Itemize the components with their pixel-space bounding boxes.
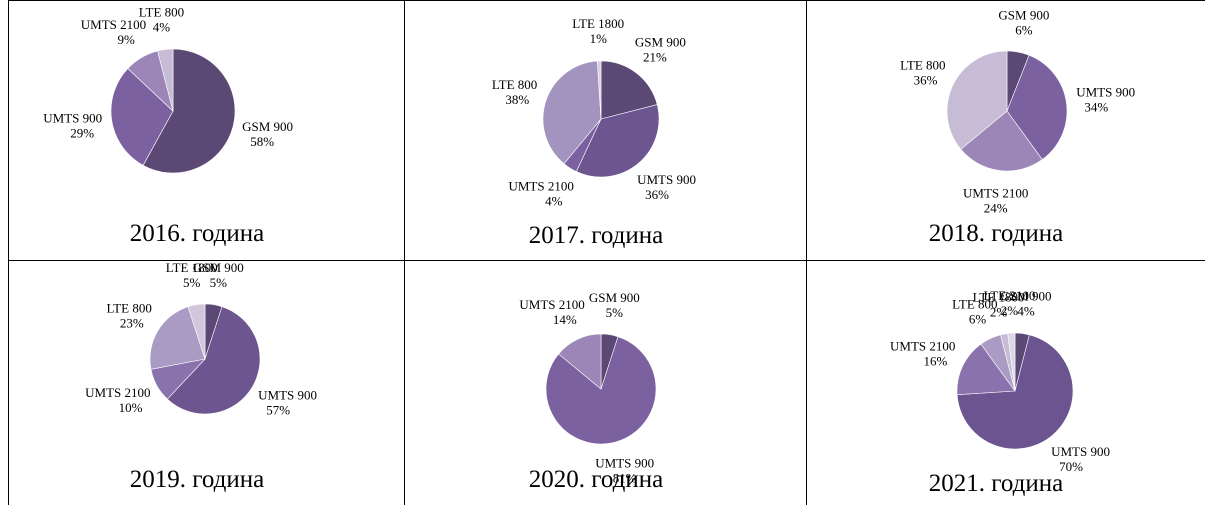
slice-value: 4% [1017,304,1035,319]
slice-value: 5% [606,305,624,320]
slice-label: LTE 1800 [973,290,1025,305]
chart-title: 2016. година [130,220,265,247]
slice-value: 70% [1059,459,1083,474]
slice-value: 38% [505,92,529,107]
pie-slice [542,60,602,165]
slice-value: 6% [1015,23,1032,38]
slice-value: 5% [210,275,228,290]
slice-label: UMTS 900 [1076,85,1135,100]
pie-slice [157,48,174,112]
slice-value: 2% [990,305,1008,320]
chart-cell: GSM 900 5% UMTS 900 81% UMTS 2100 14% 2020. го… [405,261,807,505]
chart-title: 2018. година [929,220,1064,247]
slice-value: 29% [70,125,94,140]
slice-label: LTE 800 [952,296,997,311]
slice-label: LTE 1800 [166,261,218,275]
pie-slice [1007,332,1016,392]
slice-label: GSM 900 [193,261,244,275]
chart-title: 2020. година [529,466,664,493]
slice-value: 5% [183,275,201,290]
slice-label: UMTS 900 [637,172,696,187]
slice-label: UMTS 900 [595,456,654,471]
slice-value: 10% [119,400,143,415]
slice-label: LTE 800 [106,301,151,316]
slice-value: 6% [969,311,987,326]
slice-label: UMTS 900 [1051,444,1110,459]
slice-label: UMTS 2100 [508,178,573,193]
slice-value: 34% [1084,100,1108,115]
pie-slice [1006,54,1068,160]
slice-label: GSM 900 [998,8,1049,23]
slice-label: UMTS 2100 [890,339,955,354]
slice-label: UMTS 2100 [519,297,584,312]
slice-label: LTE 800 [139,5,184,20]
slice-label: GSM 900 [242,119,293,134]
pie-table: GSM 900 58% UMTS 900 29% UMTS 2100 9% LTE 800 4… [8,0,1205,505]
slice-label: UMTS 2100 [81,17,146,32]
slice-value: 58% [250,134,274,149]
pie-slice [575,104,660,178]
slice-value: 23% [120,316,144,331]
pie-slice [110,68,174,166]
chart-cell: GSM 900 4% UMTS 900 70% UMTS 2100 16% LTE 800 6… [807,261,1205,505]
slice-label: LTE 1800 [572,16,624,31]
chart-title: 2021. година [929,470,1064,497]
slice-value: 2% [1001,303,1019,318]
slice-label: LTE 2100 [984,288,1036,303]
slice-label: LTE 800 [492,77,537,92]
pie-slice [600,60,658,120]
pie-slice [149,306,206,370]
pie-slice [558,333,602,390]
pie-slice [597,60,602,120]
slice-label: UMTS 2100 [963,185,1028,200]
slice-value: 81% [613,471,637,486]
slice-value: 4% [545,193,563,208]
slice-value: 57% [266,402,290,417]
slice-label: GSM 900 [1001,289,1052,304]
slice-value: 9% [117,32,135,47]
chart-title: 2019. година [130,466,265,493]
pie-slice [545,336,657,445]
slice-value: 16% [923,354,947,369]
pie-slice [142,48,236,174]
chart-title: 2017. година [529,222,664,249]
slice-value: 36% [645,187,669,202]
chart-cell: GSM 900 5% UMTS 900 57% UMTS 2100 10% LTE 800 2… [9,261,405,505]
pie-slice [960,110,1043,172]
slice-label: GSM 900 [589,290,640,305]
slice-label: UMTS 900 [258,387,317,402]
slice-value: 1% [590,31,608,46]
slice-value: 21% [643,49,667,64]
chart-cell: GSM 900 58% UMTS 900 29% UMTS 2100 9% LTE 800 4… [9,1,405,261]
slice-value: 14% [553,312,577,327]
pie-slice [166,306,261,415]
pie-slice [187,303,206,360]
pie-slice [946,50,1008,150]
pie-slice [956,343,1016,395]
chart-cell: GSM 900 21% UMTS 900 36% UMTS 2100 4% LTE 800 3… [405,1,807,261]
slice-label: LTE 800 [900,58,945,73]
slice-value: 24% [984,200,1008,215]
slice-value: 4% [153,20,171,35]
slice-label: GSM 900 [635,34,686,49]
chart-cell: GSM 900 6% UMTS 900 34% UMTS 2100 24% LTE 800 3… [807,1,1205,261]
slice-label: UMTS 900 [43,110,102,125]
slice-label: UMTS 2100 [85,385,150,400]
pie-slice [956,334,1074,450]
slice-value: 36% [914,73,938,88]
